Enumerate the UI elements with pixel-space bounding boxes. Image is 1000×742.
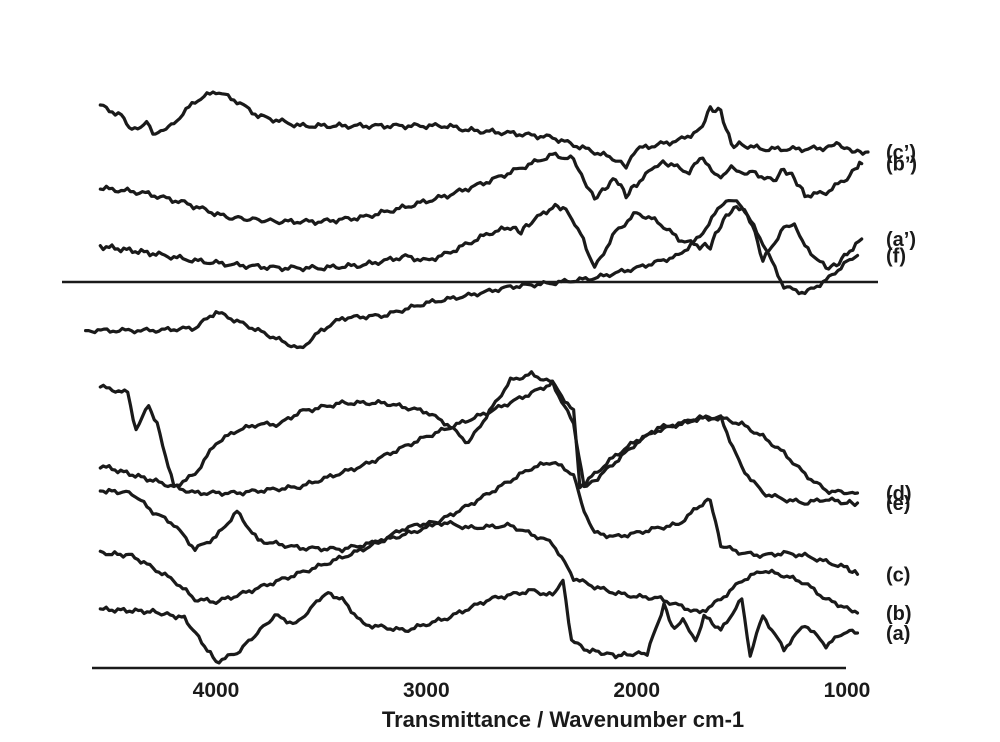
series-c-label: (c)	[886, 564, 910, 586]
series-a-prime-label: (a’)	[886, 229, 916, 251]
series-e-label: (e)	[886, 493, 910, 515]
series-c-prime-line	[98, 90, 870, 170]
series-b-prime-label: (b’)	[886, 154, 917, 176]
series-a-prime-line	[98, 202, 864, 273]
series-c-prime-label: (c’)	[886, 142, 916, 164]
series-f-line	[84, 199, 860, 350]
traces	[84, 90, 870, 665]
series-b-label: (b)	[886, 603, 912, 625]
x-tick-label-3000: 3000	[403, 679, 450, 702]
series-a-label: (a)	[886, 623, 910, 645]
series-d-label: (d)	[886, 483, 912, 505]
x-tick-label-1000: 1000	[824, 679, 871, 702]
series-labels: (a)(b) (c) (d)(e) (f)(a’) (b’)(c’)	[886, 142, 917, 645]
x-axis-label: Transmittance / Wavenumber cm-1	[382, 707, 744, 732]
series-a-line	[98, 578, 860, 665]
series-f-label: (f)	[886, 246, 906, 268]
series-b-line	[98, 519, 860, 615]
series-c-line	[98, 461, 860, 576]
series-d-line	[98, 379, 860, 497]
x-tick-label-2000: 2000	[613, 679, 660, 702]
series-e-line	[98, 370, 860, 508]
x-tick-label-4000: 4000	[193, 679, 240, 702]
series-b-prime-line	[98, 151, 864, 226]
x-ticks: 4000 3000 2000 1000	[193, 679, 871, 702]
